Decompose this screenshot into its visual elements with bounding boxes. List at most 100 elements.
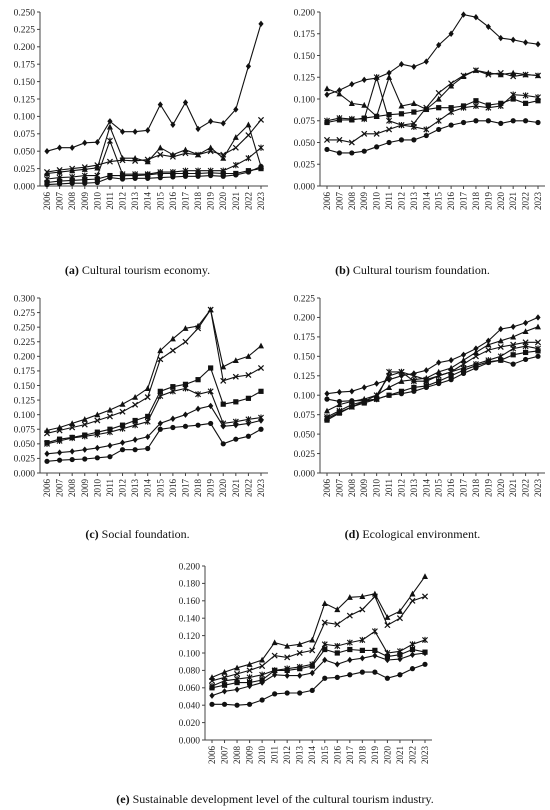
data-point	[220, 170, 226, 177]
data-point	[497, 71, 504, 78]
x-tick-label: 2016	[446, 192, 456, 211]
data-point	[234, 679, 240, 686]
panel-b-chart: 0.000 0.025 0.050 0.075 0.100 0.125 0.150 0.175…	[294, 8, 545, 210]
data-point	[497, 337, 504, 344]
data-point	[94, 444, 100, 452]
data-point	[386, 139, 392, 146]
data-point	[106, 158, 113, 165]
data-point	[398, 137, 405, 143]
data-point	[284, 690, 290, 696]
data-point	[56, 144, 63, 151]
x-tick-label: 2011	[105, 479, 115, 497]
data-point	[324, 396, 330, 402]
data-point	[220, 154, 227, 161]
data-point	[386, 384, 393, 391]
data-point	[208, 170, 214, 176]
y-tick-label: 0.125	[294, 372, 316, 382]
data-point	[398, 102, 405, 109]
data-point	[460, 119, 467, 126]
y-tick-label: 0.100	[294, 95, 316, 105]
data-point	[485, 347, 492, 354]
data-point	[371, 593, 378, 600]
data-point	[398, 378, 405, 384]
data-point	[258, 426, 264, 432]
data-point	[422, 636, 428, 644]
y-tick-label: 0.075	[14, 130, 36, 140]
data-point	[535, 314, 541, 321]
y-tick-label: 0.025	[14, 455, 36, 465]
series-4	[44, 402, 264, 457]
x-tick-label: 2023	[256, 479, 266, 498]
data-point	[209, 685, 215, 691]
data-point	[309, 663, 315, 669]
data-point	[56, 181, 63, 187]
data-point	[485, 102, 491, 108]
data-point	[259, 679, 265, 686]
data-point	[334, 674, 340, 680]
x-tick-label: 2009	[359, 479, 369, 498]
data-point	[435, 117, 442, 124]
data-point	[170, 170, 176, 177]
data-point	[411, 109, 417, 115]
data-point	[182, 325, 189, 331]
data-point	[397, 655, 403, 663]
data-point	[522, 118, 529, 124]
y-tick-label: 0.000	[179, 736, 201, 746]
series-line	[46, 308, 262, 431]
x-tick-label: 2018	[193, 192, 203, 211]
data-point	[336, 117, 343, 123]
data-point	[297, 672, 303, 679]
data-point	[334, 606, 341, 613]
caption-a-text: Cultural tourism economy.	[78, 263, 211, 277]
data-point	[119, 176, 126, 182]
data-point	[485, 118, 491, 124]
series-line	[46, 422, 262, 462]
data-point	[324, 407, 330, 414]
data-point	[245, 169, 252, 175]
y-tick-label: 0.300	[14, 294, 36, 304]
y-tick-label: 0.050	[294, 430, 316, 440]
series-line	[326, 326, 539, 412]
x-tick-label: 2021	[508, 479, 518, 497]
x-tick-label: 2022	[407, 746, 417, 764]
data-point	[473, 365, 479, 371]
data-point	[119, 425, 126, 432]
data-point	[208, 365, 214, 371]
data-point	[220, 120, 226, 127]
data-point	[522, 349, 529, 356]
caption-b-label: (b)	[335, 263, 350, 277]
data-point	[69, 167, 76, 174]
data-point	[347, 646, 353, 653]
data-point	[436, 359, 442, 366]
data-point	[522, 319, 529, 327]
data-point	[411, 388, 417, 394]
data-point	[386, 368, 393, 375]
x-tick-label: 2014	[421, 479, 431, 498]
data-point	[323, 136, 331, 143]
data-point	[386, 126, 393, 133]
caption-b-text: Cultural tourism foundation.	[349, 263, 490, 277]
data-point	[257, 364, 265, 372]
data-point	[435, 89, 442, 96]
series-1	[43, 306, 265, 437]
data-point	[535, 98, 541, 104]
caption-a-label: (a)	[64, 263, 79, 277]
data-point	[169, 388, 176, 395]
data-point	[221, 682, 228, 688]
data-point	[284, 667, 290, 673]
data-point	[324, 417, 330, 423]
data-point	[522, 92, 529, 99]
data-point	[44, 450, 50, 457]
data-point	[119, 422, 126, 428]
data-point	[522, 71, 529, 78]
data-point	[132, 447, 138, 453]
data-point	[220, 377, 227, 384]
data-point	[347, 656, 353, 664]
x-tick-label: 2012	[118, 192, 128, 210]
data-point	[246, 679, 253, 686]
x-tick-label: 2021	[231, 479, 241, 497]
series-line	[211, 576, 426, 678]
data-point	[349, 81, 355, 88]
data-point	[421, 593, 429, 600]
data-point	[207, 388, 214, 395]
